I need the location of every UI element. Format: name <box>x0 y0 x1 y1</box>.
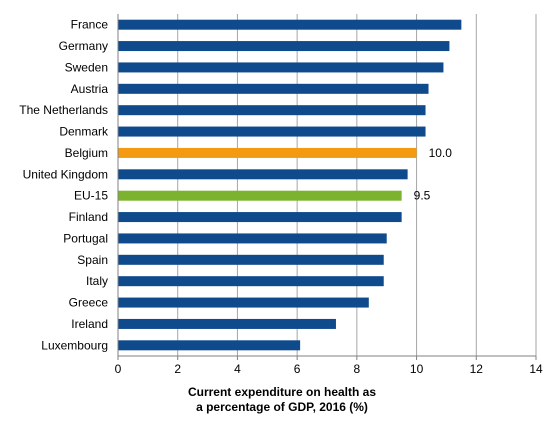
bar <box>118 212 402 223</box>
bars <box>118 19 462 351</box>
x-axis-title-line: a percentage of GDP, 2016 (%) <box>196 400 368 414</box>
category-label: Portugal <box>63 231 108 245</box>
category-label: EU-15 <box>74 189 108 203</box>
data-label: 9.5 <box>414 189 431 203</box>
x-tick-label: 4 <box>234 362 241 376</box>
bar <box>118 83 429 94</box>
bar <box>118 190 402 201</box>
x-tick-label: 2 <box>174 362 181 376</box>
bar <box>118 62 444 73</box>
x-axis-title: Current expenditure on health asa percen… <box>188 385 376 414</box>
x-tick-label: 6 <box>294 362 301 376</box>
category-label: Italy <box>86 274 108 288</box>
category-label: Spain <box>77 253 108 267</box>
x-axis-title-line: Current expenditure on health as <box>188 385 376 399</box>
bar <box>118 41 450 52</box>
category-label: The Netherlands <box>19 103 108 117</box>
category-label: Denmark <box>59 125 109 139</box>
x-tick-label: 14 <box>529 362 543 376</box>
bar <box>118 276 384 287</box>
data-labels: 10.0 9.5 <box>414 146 453 203</box>
bar <box>118 297 369 308</box>
bar <box>118 318 336 329</box>
category-label: Finland <box>69 210 108 224</box>
category-label: United Kingdom <box>23 167 108 181</box>
category-label: Austria <box>71 82 109 96</box>
x-tick-label: 0 <box>115 362 122 376</box>
bar <box>118 233 387 244</box>
category-labels: France Germany Sweden Austria The Netherland… <box>19 18 109 353</box>
x-tick-label: 8 <box>354 362 361 376</box>
category-label: France <box>71 18 109 32</box>
category-label: Belgium <box>65 146 108 160</box>
bar <box>118 254 384 265</box>
data-label: 10.0 <box>429 146 453 160</box>
bar <box>118 147 417 158</box>
x-tick-label: 10 <box>410 362 424 376</box>
category-label: Greece <box>69 296 109 310</box>
bar <box>118 105 426 116</box>
category-label: Sweden <box>65 60 108 74</box>
bar <box>118 126 426 137</box>
category-label: Ireland <box>71 317 108 331</box>
x-axis: 0 2 4 6 8 10 12 14 <box>115 14 543 376</box>
bar <box>118 19 462 30</box>
category-label: Luxembourg <box>41 338 108 352</box>
bar <box>118 340 301 351</box>
bar <box>118 169 408 180</box>
category-label: Germany <box>59 39 108 53</box>
x-tick-label: 12 <box>470 362 484 376</box>
